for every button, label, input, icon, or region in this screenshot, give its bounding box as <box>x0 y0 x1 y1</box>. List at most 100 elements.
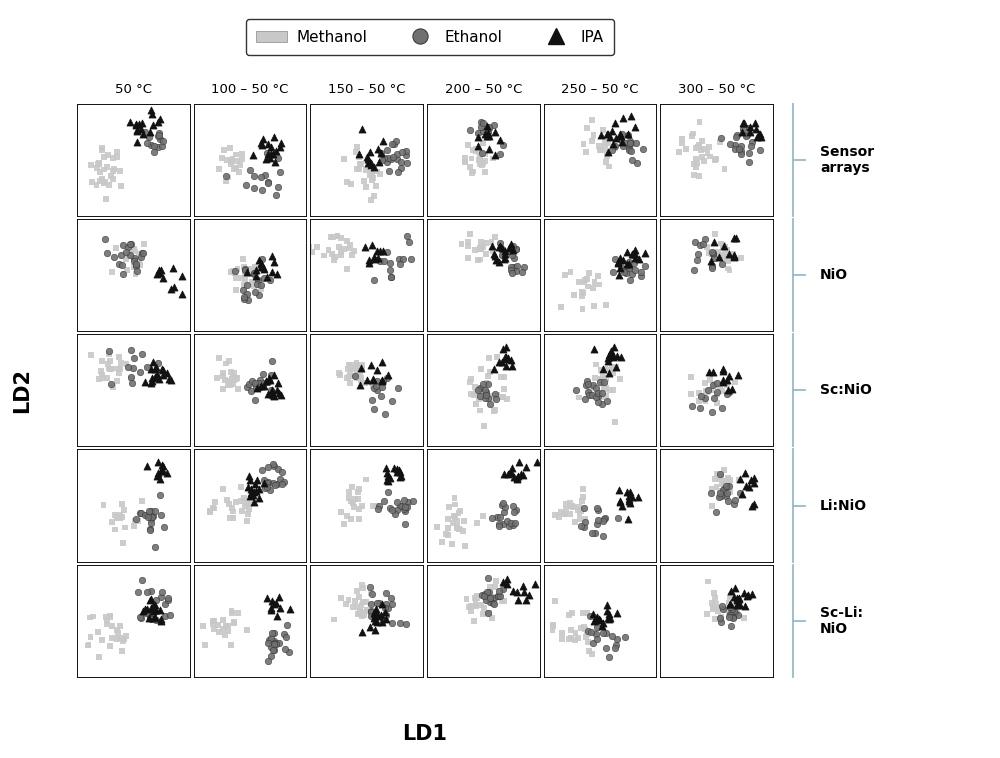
Point <box>150 117 166 129</box>
Text: NiO: NiO <box>820 268 848 282</box>
Point <box>479 130 495 142</box>
Point <box>262 484 278 496</box>
Point <box>146 146 162 158</box>
Point <box>457 155 473 168</box>
Point <box>354 359 370 371</box>
Point <box>714 258 730 270</box>
Point <box>378 598 394 610</box>
Point <box>472 253 488 265</box>
Point <box>693 144 709 156</box>
Point <box>498 351 514 363</box>
Point <box>615 254 631 266</box>
Point <box>128 118 144 130</box>
Point <box>547 595 563 607</box>
Point <box>246 280 262 292</box>
Point <box>101 179 117 191</box>
Point <box>354 599 370 611</box>
Point <box>222 143 238 155</box>
Point <box>251 492 267 504</box>
Point <box>476 590 492 602</box>
Point <box>354 626 370 638</box>
Point <box>460 236 476 249</box>
Point <box>713 615 729 628</box>
Point <box>202 506 218 518</box>
Point <box>505 240 521 252</box>
Point <box>499 515 515 527</box>
Point <box>714 600 730 612</box>
Point <box>354 364 370 376</box>
Point <box>495 391 511 403</box>
Point <box>609 634 625 646</box>
Point <box>276 628 292 640</box>
Point <box>398 145 414 157</box>
Point <box>599 394 615 406</box>
Point <box>715 363 731 375</box>
Point <box>593 144 609 156</box>
Point <box>227 265 243 277</box>
Point <box>225 377 241 390</box>
Point <box>269 384 285 396</box>
Point <box>139 361 155 373</box>
Point <box>153 465 169 477</box>
Point <box>746 472 762 484</box>
Point <box>341 486 357 498</box>
Point <box>479 121 495 133</box>
Point <box>495 584 511 596</box>
Point <box>477 384 493 396</box>
Point <box>598 382 614 394</box>
Point <box>726 249 742 261</box>
Point <box>94 356 110 368</box>
Point <box>452 506 468 518</box>
Point <box>391 253 407 265</box>
Point <box>102 355 118 367</box>
Point <box>496 252 512 265</box>
Point <box>265 389 281 401</box>
Point <box>151 129 167 141</box>
Point <box>710 246 726 258</box>
Point <box>111 367 127 379</box>
Point <box>122 116 138 128</box>
Point <box>224 606 240 618</box>
Point <box>472 382 488 394</box>
Point <box>591 278 607 290</box>
Point <box>228 161 244 174</box>
Point <box>581 645 597 657</box>
Point <box>250 274 266 287</box>
Point <box>153 590 169 603</box>
Point <box>447 492 463 504</box>
Point <box>226 512 242 524</box>
Point <box>378 587 394 600</box>
Point <box>197 639 213 651</box>
Point <box>239 497 255 509</box>
Point <box>714 478 730 490</box>
Point <box>358 164 374 177</box>
Point <box>375 135 391 147</box>
Point <box>492 134 508 146</box>
Point <box>721 598 737 610</box>
Point <box>580 280 596 293</box>
Point <box>238 179 254 191</box>
Point <box>263 384 279 396</box>
Point <box>233 481 249 493</box>
Point <box>113 180 129 192</box>
Point <box>119 265 135 277</box>
Point <box>129 254 145 266</box>
Point <box>595 371 611 384</box>
Point <box>486 405 502 417</box>
Point <box>374 610 390 622</box>
Point <box>155 460 171 472</box>
Point <box>471 146 487 158</box>
Point <box>571 276 587 288</box>
Point <box>471 154 487 166</box>
Point <box>561 633 577 645</box>
Point <box>153 613 169 625</box>
Point <box>487 149 503 161</box>
Point <box>253 283 269 295</box>
Point <box>466 389 482 401</box>
Point <box>355 596 371 608</box>
Point <box>369 615 385 628</box>
Point <box>715 365 731 377</box>
Point <box>726 605 742 617</box>
Point <box>350 608 366 620</box>
Point <box>488 393 504 406</box>
